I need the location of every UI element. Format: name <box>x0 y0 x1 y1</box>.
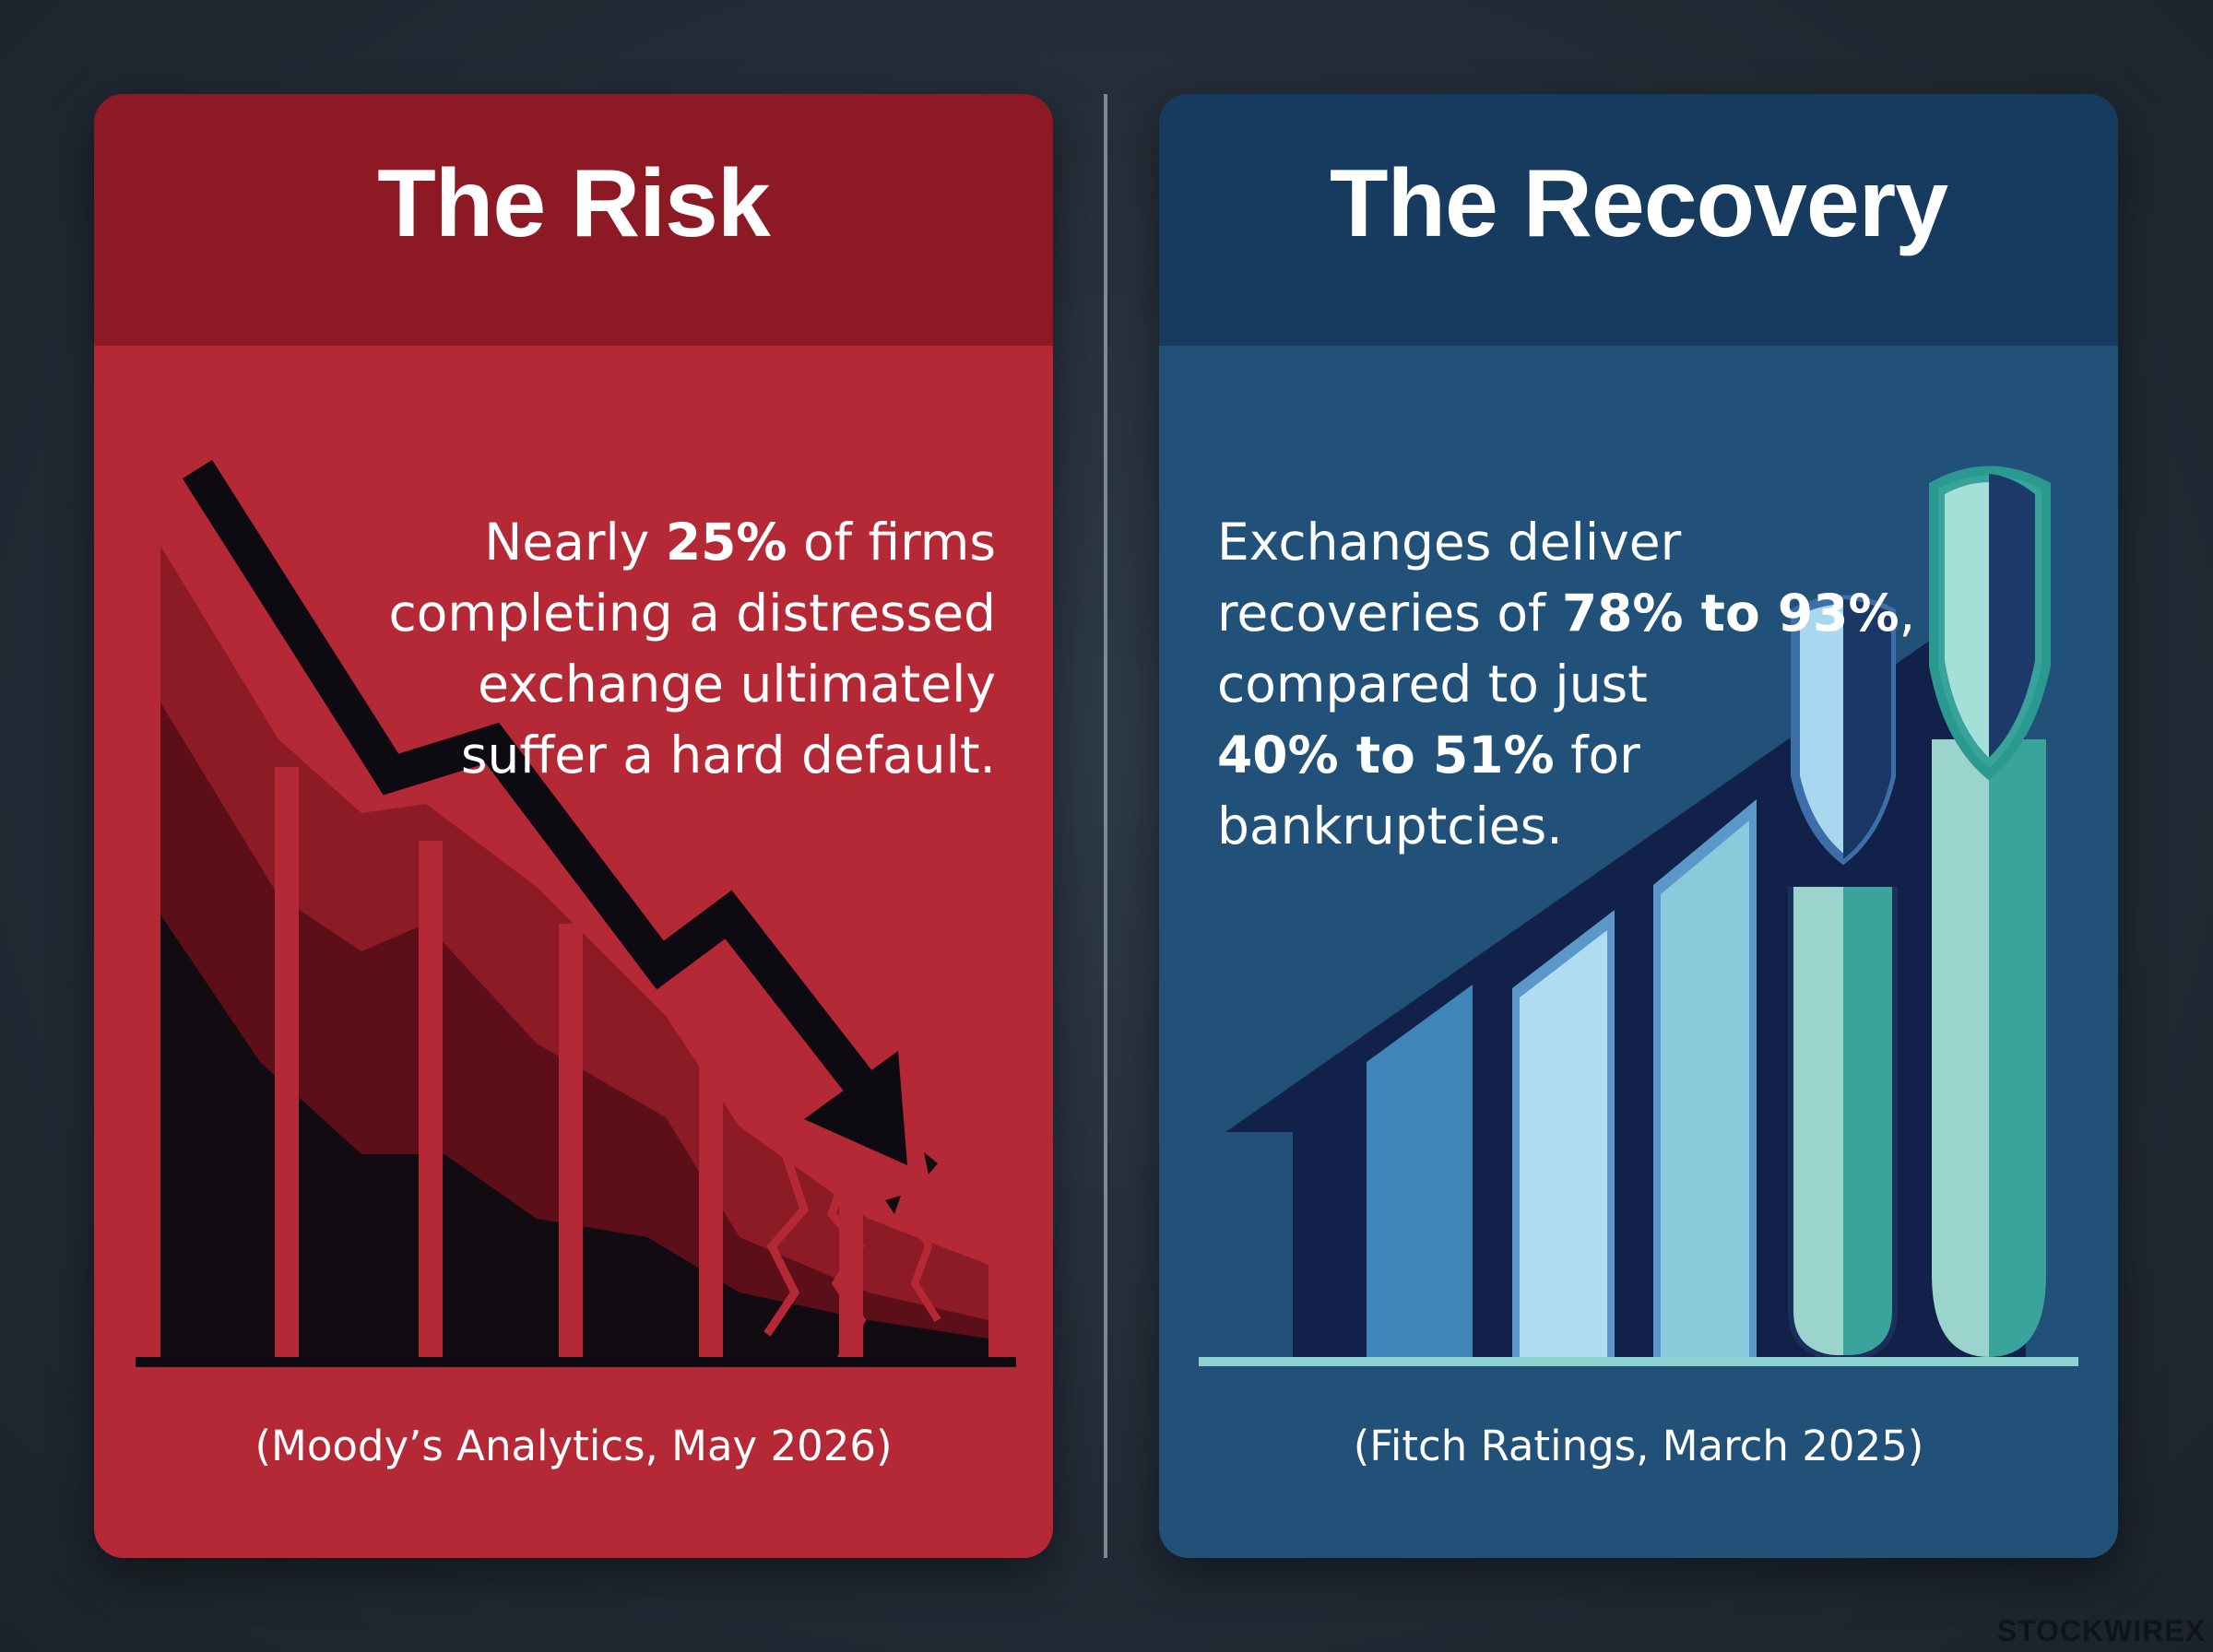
risk-bar <box>699 1016 723 1359</box>
risk-layer-dark <box>160 914 988 1359</box>
risk-text-line1-post: of firms <box>787 513 996 572</box>
recovery-text-line2-pre: recoveries of <box>1217 584 1562 643</box>
recovery-bar <box>1520 930 1607 1357</box>
recovery-bar <box>1661 820 1749 1357</box>
risk-bar <box>275 767 299 1359</box>
risk-statistic: Nearly 25% of firms completing a distres… <box>332 507 997 791</box>
recovery-card: The Recovery Exchanges deliver recoverie… <box>1159 94 2118 1558</box>
risk-baseline <box>136 1357 1016 1367</box>
recovery-text-line4-post: for <box>1554 726 1640 785</box>
recovery-shield-bar <box>1932 739 1989 1357</box>
crack <box>902 1198 941 1323</box>
shield-icon-half <box>1843 599 1891 859</box>
recovery-shield-bar <box>1843 887 1895 1356</box>
down-arrow-head <box>804 1051 907 1165</box>
crack-shard <box>924 1152 938 1174</box>
rising-chart-illustration <box>1199 466 2078 1366</box>
risk-bar <box>559 924 583 1359</box>
risk-bar <box>419 841 443 1359</box>
risk-title: The Risk <box>377 150 770 257</box>
crack-shard <box>885 1196 901 1214</box>
risk-text-pre: Nearly <box>484 513 666 572</box>
risk-text-line2: completing a distressed <box>388 584 997 643</box>
recovery-baseline <box>1199 1357 2078 1366</box>
declining-chart-illustration <box>136 459 1016 1367</box>
recovery-bar <box>1225 1132 1293 1357</box>
center-divider <box>1104 94 1107 1558</box>
risk-text-line4: suffer a hard default. <box>460 726 996 785</box>
recovery-shield-bar <box>1989 739 2046 1357</box>
crack <box>826 1162 867 1362</box>
recovery-statistic: Exchanges deliver recoveries of 78% to 9… <box>1217 507 1918 862</box>
recovery-bar <box>1367 985 1473 1357</box>
shield-icon-half <box>1989 474 2035 758</box>
recovery-text-line5: bankruptcies. <box>1217 796 1563 856</box>
recovery-text-highlight-bankruptcy: 40% to 51% <box>1217 726 1555 785</box>
down-arrow-line <box>182 459 884 1108</box>
recovery-source: (Fitch Ratings, March 2025) <box>1353 1422 1924 1470</box>
recovery-text-line1: Exchanges deliver <box>1217 513 1682 572</box>
recovery-shield-bar <box>1791 887 1843 1356</box>
crack <box>763 1152 810 1337</box>
recovery-card-header: The Recovery <box>1159 94 2118 346</box>
risk-text-line3: exchange ultimately <box>478 655 996 714</box>
recovery-title: The Recovery <box>1329 150 1948 257</box>
risk-card: The Risk Nearly 25% of firms completing … <box>94 94 1053 1558</box>
brand-logo: STOCKWIREX <box>1996 1614 2206 1647</box>
recovery-text-highlight-exchange: 78% to 93% <box>1561 584 1899 643</box>
recovery-text-line3: compared to just <box>1217 655 1648 714</box>
risk-card-header: The Risk <box>94 94 1053 346</box>
recovery-text-line2-post: , <box>1899 584 1916 643</box>
risk-source: (Moody’s Analytics, May 2026) <box>254 1422 893 1470</box>
risk-text-highlight: 25% <box>665 513 787 572</box>
